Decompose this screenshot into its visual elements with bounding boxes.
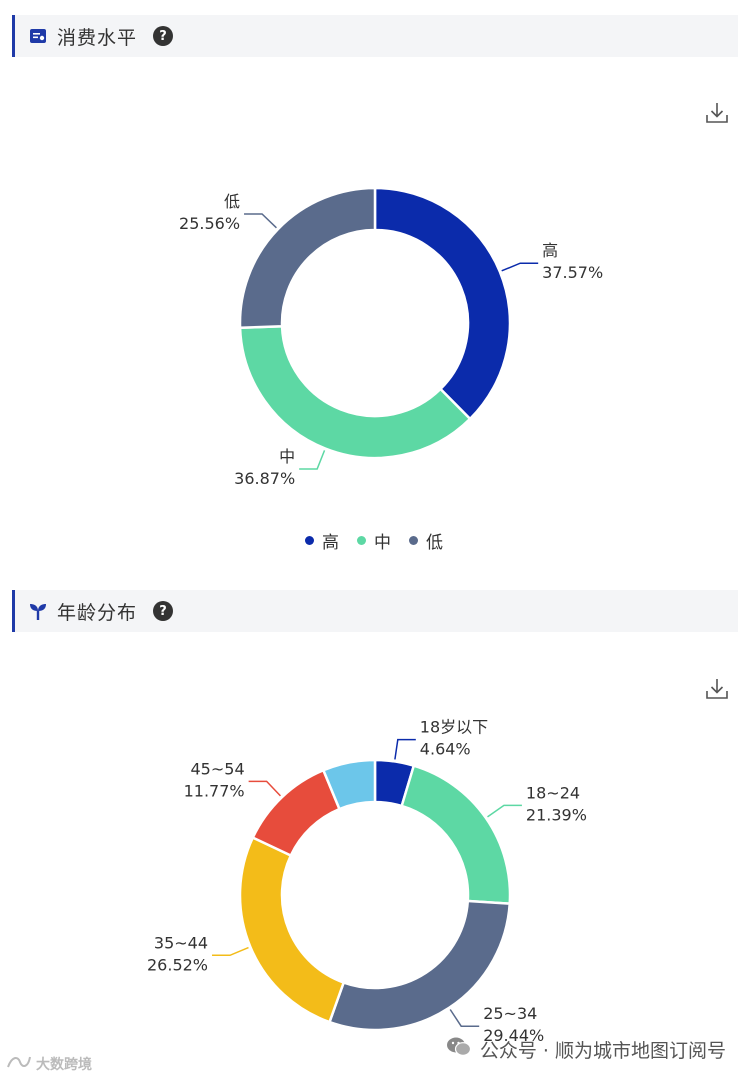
label-leader-line-0 — [394, 738, 416, 760]
consumption-level-header: 消费水平 ? — [12, 15, 738, 57]
consumption-level-legend: 高中低 — [0, 528, 748, 553]
age-distribution-donut-chart: 18岁以下 4.64% 18~24 21.39% 25~34 29.44% 35~44 26.… — [147, 718, 587, 1046]
slice-category-label: 35~44 — [154, 933, 208, 952]
sprout-icon — [28, 601, 48, 621]
watermark-left: 大数跨境 — [6, 1054, 92, 1074]
slice-percent-label: 26.52% — [147, 955, 208, 974]
slice-percent-label: 4.64% — [420, 740, 471, 759]
donut-slice-0[interactable] — [373, 186, 512, 421]
label-leader-line-1 — [487, 804, 522, 818]
help-icon[interactable]: ? — [153, 601, 174, 621]
consumption-level-donut-chart: 高 37.57% 中 36.87% 低 25.56% — [179, 186, 603, 488]
slice-category-label: 18岁以下 — [420, 718, 488, 737]
donut-slice-5[interactable] — [321, 758, 377, 811]
watermark-right: 公众号 · 顺为城市地图订阅号 — [446, 1036, 726, 1063]
legend-label: 高 — [322, 533, 339, 553]
legend-item-2[interactable]: 低 — [409, 528, 443, 553]
slice-percent-label: 37.57% — [542, 263, 603, 282]
slice-category-label: 45~54 — [191, 759, 245, 778]
section-title: 消费水平 — [57, 26, 138, 49]
slice-category-label: 18~24 — [526, 783, 580, 802]
download-icon[interactable] — [704, 676, 730, 702]
label-leader-line-4 — [248, 780, 281, 797]
slice-percent-label: 36.87% — [234, 469, 295, 488]
legend-dot — [409, 536, 418, 545]
label-leader-line-2 — [449, 1009, 480, 1027]
slice-percent-label: 21.39% — [526, 805, 587, 824]
slice-category-label: 低 — [224, 192, 240, 211]
label-leader-line-3 — [212, 946, 249, 957]
legend-item-0[interactable]: 高 — [305, 528, 339, 553]
legend-item-1[interactable]: 中 — [357, 528, 391, 553]
report-icon — [28, 26, 48, 46]
donut-slice-1[interactable] — [238, 324, 472, 460]
slice-percent-label: 25.56% — [179, 214, 240, 233]
slice-category-label: 25~34 — [483, 1004, 537, 1023]
slice-percent-label: 29.44% — [483, 1026, 544, 1045]
donut-slice-1[interactable] — [400, 764, 512, 906]
donut-slice-2[interactable] — [238, 186, 377, 330]
donut-slice-4[interactable] — [251, 768, 342, 858]
label-leader-line-1 — [299, 450, 326, 470]
slice-category-label: 高 — [542, 241, 558, 260]
logo-icon — [6, 1054, 32, 1074]
help-icon[interactable]: ? — [153, 26, 174, 46]
label-leader-line-0 — [501, 262, 539, 272]
slice-percent-label: 11.77% — [184, 781, 245, 800]
legend-dot — [357, 536, 366, 545]
slice-category-label: 中 — [279, 447, 295, 466]
download-icon[interactable] — [704, 100, 730, 126]
age-distribution-header: 年龄分布 ? — [12, 590, 738, 632]
wechat-icon — [446, 1036, 472, 1063]
section-title: 年龄分布 — [57, 601, 138, 624]
label-leader-line-2 — [244, 213, 277, 229]
legend-label: 中 — [374, 533, 391, 553]
legend-dot — [305, 536, 314, 545]
donut-slice-3[interactable] — [238, 835, 346, 1024]
legend-label: 低 — [426, 533, 443, 553]
